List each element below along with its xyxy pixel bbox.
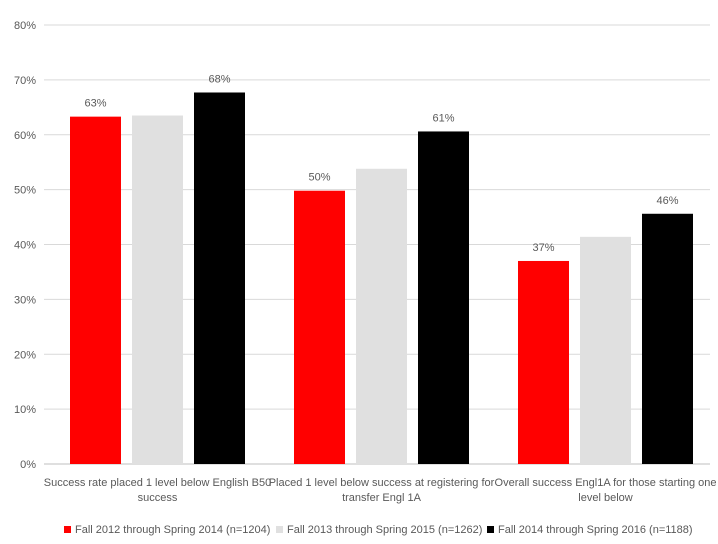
legend-label: Fall 2013 through Spring 2015 (n=1262) [287, 524, 482, 536]
bar-series2-category1 [132, 115, 183, 464]
category-label-line: Placed 1 level below success at register… [269, 477, 495, 489]
legend-item: Fall 2012 through Spring 2014 (n=1204) [64, 524, 270, 536]
y-tick-label: 80% [14, 20, 36, 32]
data-label: 37% [532, 242, 554, 254]
category-label-line: Overall success Engl1A for those startin… [495, 477, 717, 489]
bar-series3-category3 [642, 213, 693, 464]
bar-series2-category3 [580, 236, 631, 464]
y-tick-label: 10% [14, 404, 36, 416]
bars [70, 92, 693, 465]
legend-item: Fall 2013 through Spring 2015 (n=1262) [276, 524, 482, 536]
legend: Fall 2012 through Spring 2014 (n=1204) Fa… [64, 524, 693, 536]
bar-series3-category2 [418, 131, 469, 464]
y-tick-label: 40% [14, 240, 36, 252]
bar-series1-category1 [70, 116, 121, 465]
category-label-line: Success rate placed 1 level below Englis… [44, 477, 271, 489]
legend-swatch [64, 526, 71, 533]
category-label: Placed 1 level below success at register… [269, 477, 495, 504]
data-label: 63% [84, 98, 106, 110]
legend-label: Fall 2014 through Spring 2016 (n=1188) [498, 524, 693, 536]
bar-series1-category3 [518, 260, 569, 464]
y-tick-label: 70% [14, 75, 36, 87]
data-label: 61% [432, 112, 454, 124]
y-tick-label: 30% [14, 294, 36, 306]
data-label: 68% [208, 73, 230, 85]
legend-swatch [276, 526, 283, 533]
y-tick-label: 20% [14, 349, 36, 361]
data-label: 50% [308, 172, 330, 184]
category-label-line: transfer Engl 1A [342, 492, 422, 504]
category-label: Success rate placed 1 level below Englis… [44, 477, 271, 504]
y-tick-label: 60% [14, 130, 36, 142]
category-label: Overall success Engl1A for those startin… [495, 477, 717, 504]
x-axis-category-labels: Success rate placed 1 level below Englis… [44, 477, 717, 504]
data-labels: 63% 50% 37% 68% 61% 46% [84, 73, 678, 253]
bar-series2-category2 [356, 168, 407, 464]
category-label-line: success [138, 492, 178, 504]
bar-series1-category2 [294, 190, 345, 464]
bar-series3-category1 [194, 92, 245, 464]
category-label-line: level below [578, 492, 632, 504]
y-tick-label: 50% [14, 185, 36, 197]
y-axis-tick-labels: 0% 10% 20% 30% 40% 50% 60% 70% 80% [14, 20, 36, 471]
legend-swatch [487, 526, 494, 533]
legend-label: Fall 2012 through Spring 2014 (n=1204) [75, 524, 270, 536]
legend-item: Fall 2014 through Spring 2016 (n=1188) [487, 524, 693, 536]
data-label: 46% [656, 195, 678, 207]
y-tick-label: 0% [20, 459, 36, 471]
